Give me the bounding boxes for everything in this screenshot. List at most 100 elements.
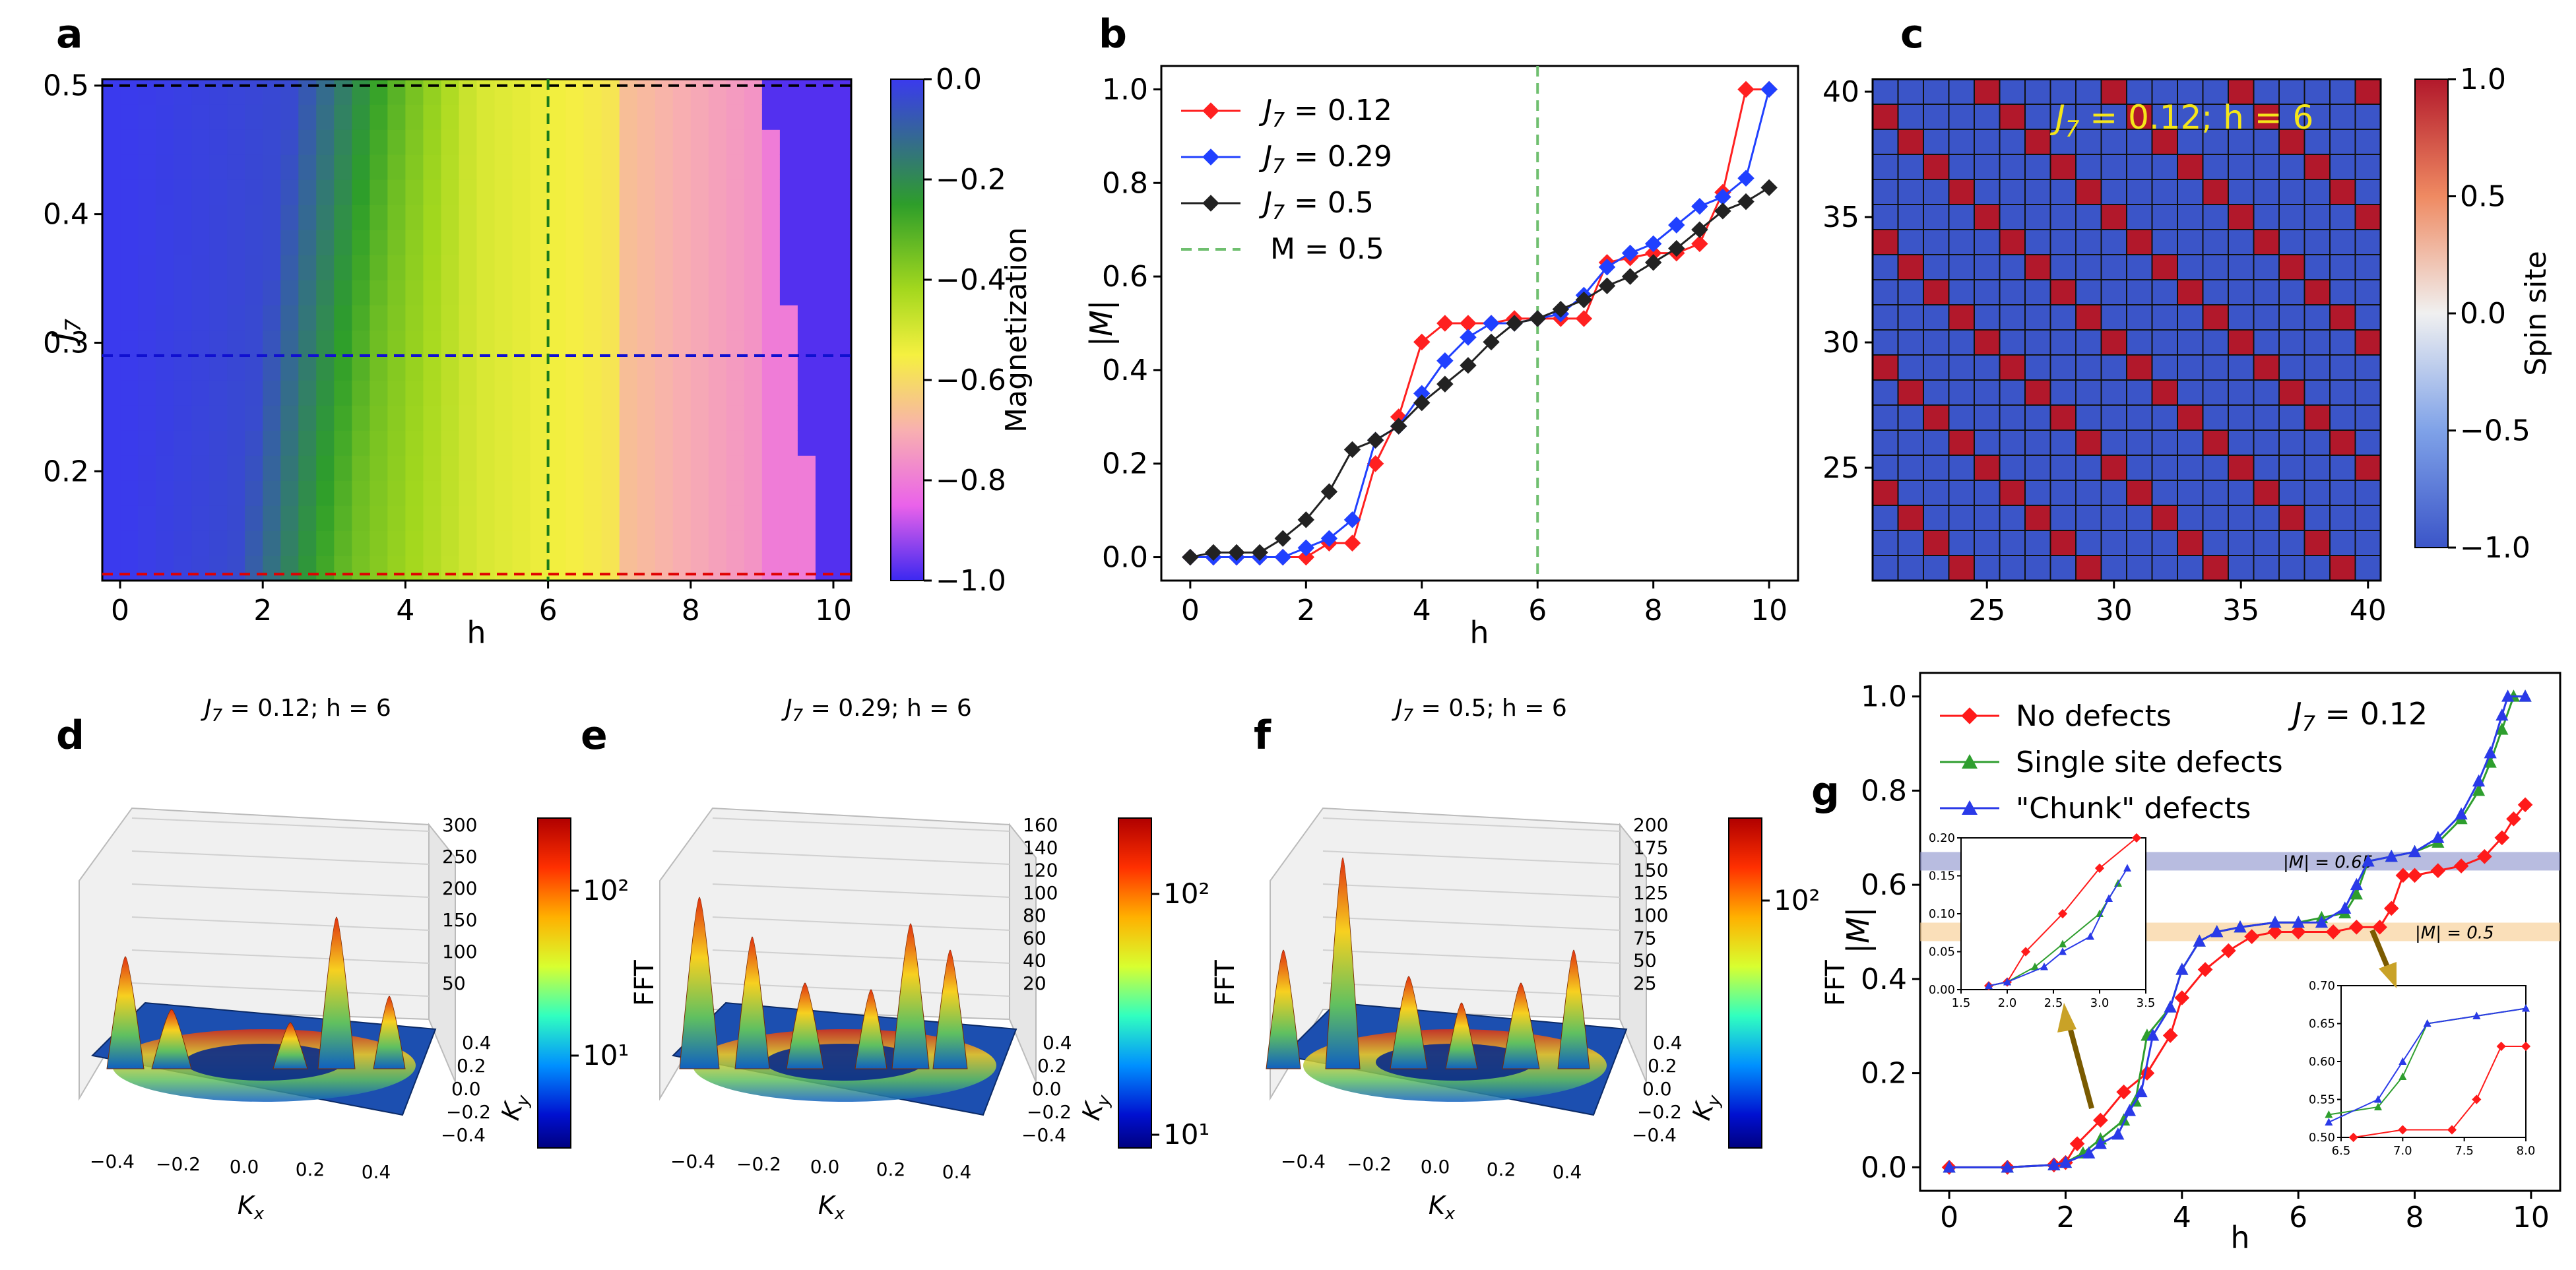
heatmap-cell xyxy=(833,355,852,381)
heatmap-cell xyxy=(298,255,317,280)
spin-cell xyxy=(2024,354,2051,381)
panel-a: 0 2 4 6 8 10 0.20.30.40.5 h J7 0.0−0.2−0.4−0.… xyxy=(43,63,1033,651)
heatmap-cell xyxy=(405,455,424,481)
spin-cell xyxy=(2278,379,2305,406)
panel-c-title-rest: = 0.12; h = 6 xyxy=(2079,98,2313,137)
heatmap-cell xyxy=(637,179,656,205)
heatmap-cell xyxy=(298,380,317,406)
heatmap-cell xyxy=(209,355,228,381)
heatmap-cell xyxy=(370,380,389,406)
x-tick-label: 4 xyxy=(396,594,414,627)
spin-cell xyxy=(2228,154,2255,180)
heatmap-cell xyxy=(690,330,709,356)
spin-cell xyxy=(2075,404,2102,431)
heatmap-cell xyxy=(512,255,531,280)
heatmap-cell xyxy=(815,380,834,406)
heatmap-cell xyxy=(708,179,727,205)
heatmap-cell xyxy=(512,154,531,180)
inset-y-tick-label: 0.60 xyxy=(2309,1055,2335,1069)
spin-cell xyxy=(2303,104,2331,130)
panel-g-ylabel: |M| xyxy=(1840,907,1877,954)
spin-cell xyxy=(2100,455,2127,481)
spin-cell xyxy=(2303,505,2331,531)
x-tick-label: 0.2 xyxy=(1487,1159,1516,1180)
spin-cell xyxy=(2354,229,2381,255)
spin-cell xyxy=(1974,104,2001,130)
data-point xyxy=(1343,534,1361,552)
heatmap-cell xyxy=(138,280,156,305)
heatmap-cell xyxy=(405,505,424,531)
heatmap-cell xyxy=(619,280,638,305)
heatmap-cell xyxy=(441,355,460,381)
heatmap-cell xyxy=(405,104,424,130)
x-tick-label: 0 xyxy=(111,594,129,627)
panel-title-main: J xyxy=(1392,695,1403,722)
heatmap-cell xyxy=(833,230,852,255)
heatmap-cell xyxy=(530,380,549,406)
heatmap-cell xyxy=(512,305,531,331)
spin-cell xyxy=(2354,455,2381,481)
heatmap-cell xyxy=(191,104,210,130)
data-point xyxy=(2349,920,2364,935)
heatmap-cell xyxy=(102,104,121,130)
heatmap-cell xyxy=(672,355,692,381)
heatmap-cell xyxy=(530,104,549,130)
spin-cell xyxy=(2049,480,2077,506)
heatmap-cell xyxy=(138,330,156,356)
heatmap-cell xyxy=(405,330,424,356)
heatmap-cell xyxy=(370,129,389,155)
heatmap-cell xyxy=(227,330,245,356)
data-point xyxy=(2105,894,2113,902)
spin-cell xyxy=(2354,254,2381,280)
heatmap-cell xyxy=(191,455,210,481)
heatmap-cell xyxy=(227,505,245,531)
heatmap-cell xyxy=(459,556,478,581)
spin-cell xyxy=(1872,204,1899,230)
svg-text:J7 = 0.5: J7 = 0.5 xyxy=(1258,186,1374,224)
data-point xyxy=(2117,1113,2131,1126)
heatmap-cell xyxy=(174,129,192,155)
heatmap-cell xyxy=(298,355,317,381)
heatmap-cell xyxy=(120,255,139,280)
data-point xyxy=(2234,920,2247,933)
heatmap-cell xyxy=(156,405,174,431)
data-point xyxy=(2372,920,2387,935)
heatmap-cell xyxy=(227,179,245,205)
heatmap-cell xyxy=(423,530,442,556)
heatmap-cell xyxy=(726,530,745,556)
heatmap-cell xyxy=(530,430,549,456)
y-axis-label: Ky xyxy=(1687,1089,1725,1124)
colorbar-tick-label: 10¹ xyxy=(1163,1118,1209,1151)
heatmap-cell xyxy=(423,154,442,180)
heatmap-cell xyxy=(387,129,406,155)
spin-cell xyxy=(2253,179,2280,205)
spin-cell xyxy=(1872,154,1899,180)
panel-c-colorbar-ticks: 1.00.50.0−0.5−1.0 xyxy=(2448,63,2530,565)
data-point xyxy=(2423,1019,2431,1027)
y-tick-label: 30 xyxy=(1822,326,1859,360)
spin-cell xyxy=(1999,404,2026,431)
data-point xyxy=(2519,689,2532,702)
panel-g-annotation-main: J xyxy=(2288,696,2302,732)
heatmap-cell xyxy=(655,154,674,180)
heatmap-cell xyxy=(797,280,816,305)
heatmap-cell xyxy=(334,405,353,431)
legend-entry-j7-029: J7 = 0.29 xyxy=(1181,140,1392,178)
inset-x-tick-label: 2.0 xyxy=(1998,996,2017,1010)
spin-cell xyxy=(1872,129,1899,155)
heatmap-cell xyxy=(583,430,602,456)
heatmap-cell xyxy=(334,104,353,130)
grid-line xyxy=(712,982,1010,997)
x-tick-label: 0 xyxy=(1940,1201,1958,1234)
heatmap-cell xyxy=(494,455,513,481)
heatmap-cell xyxy=(138,230,156,255)
heatmap-cell xyxy=(138,556,156,581)
heatmap-cell xyxy=(655,230,674,255)
panel-title-rest: = 0.29; h = 6 xyxy=(803,695,972,722)
heatmap-cell xyxy=(637,129,656,155)
data-point xyxy=(2146,1029,2160,1041)
panel-a-colorbar-label: Magnetization xyxy=(1000,227,1033,433)
spin-cell xyxy=(2202,555,2229,581)
legend-entry-single-site: Single site defects xyxy=(1940,746,2283,779)
